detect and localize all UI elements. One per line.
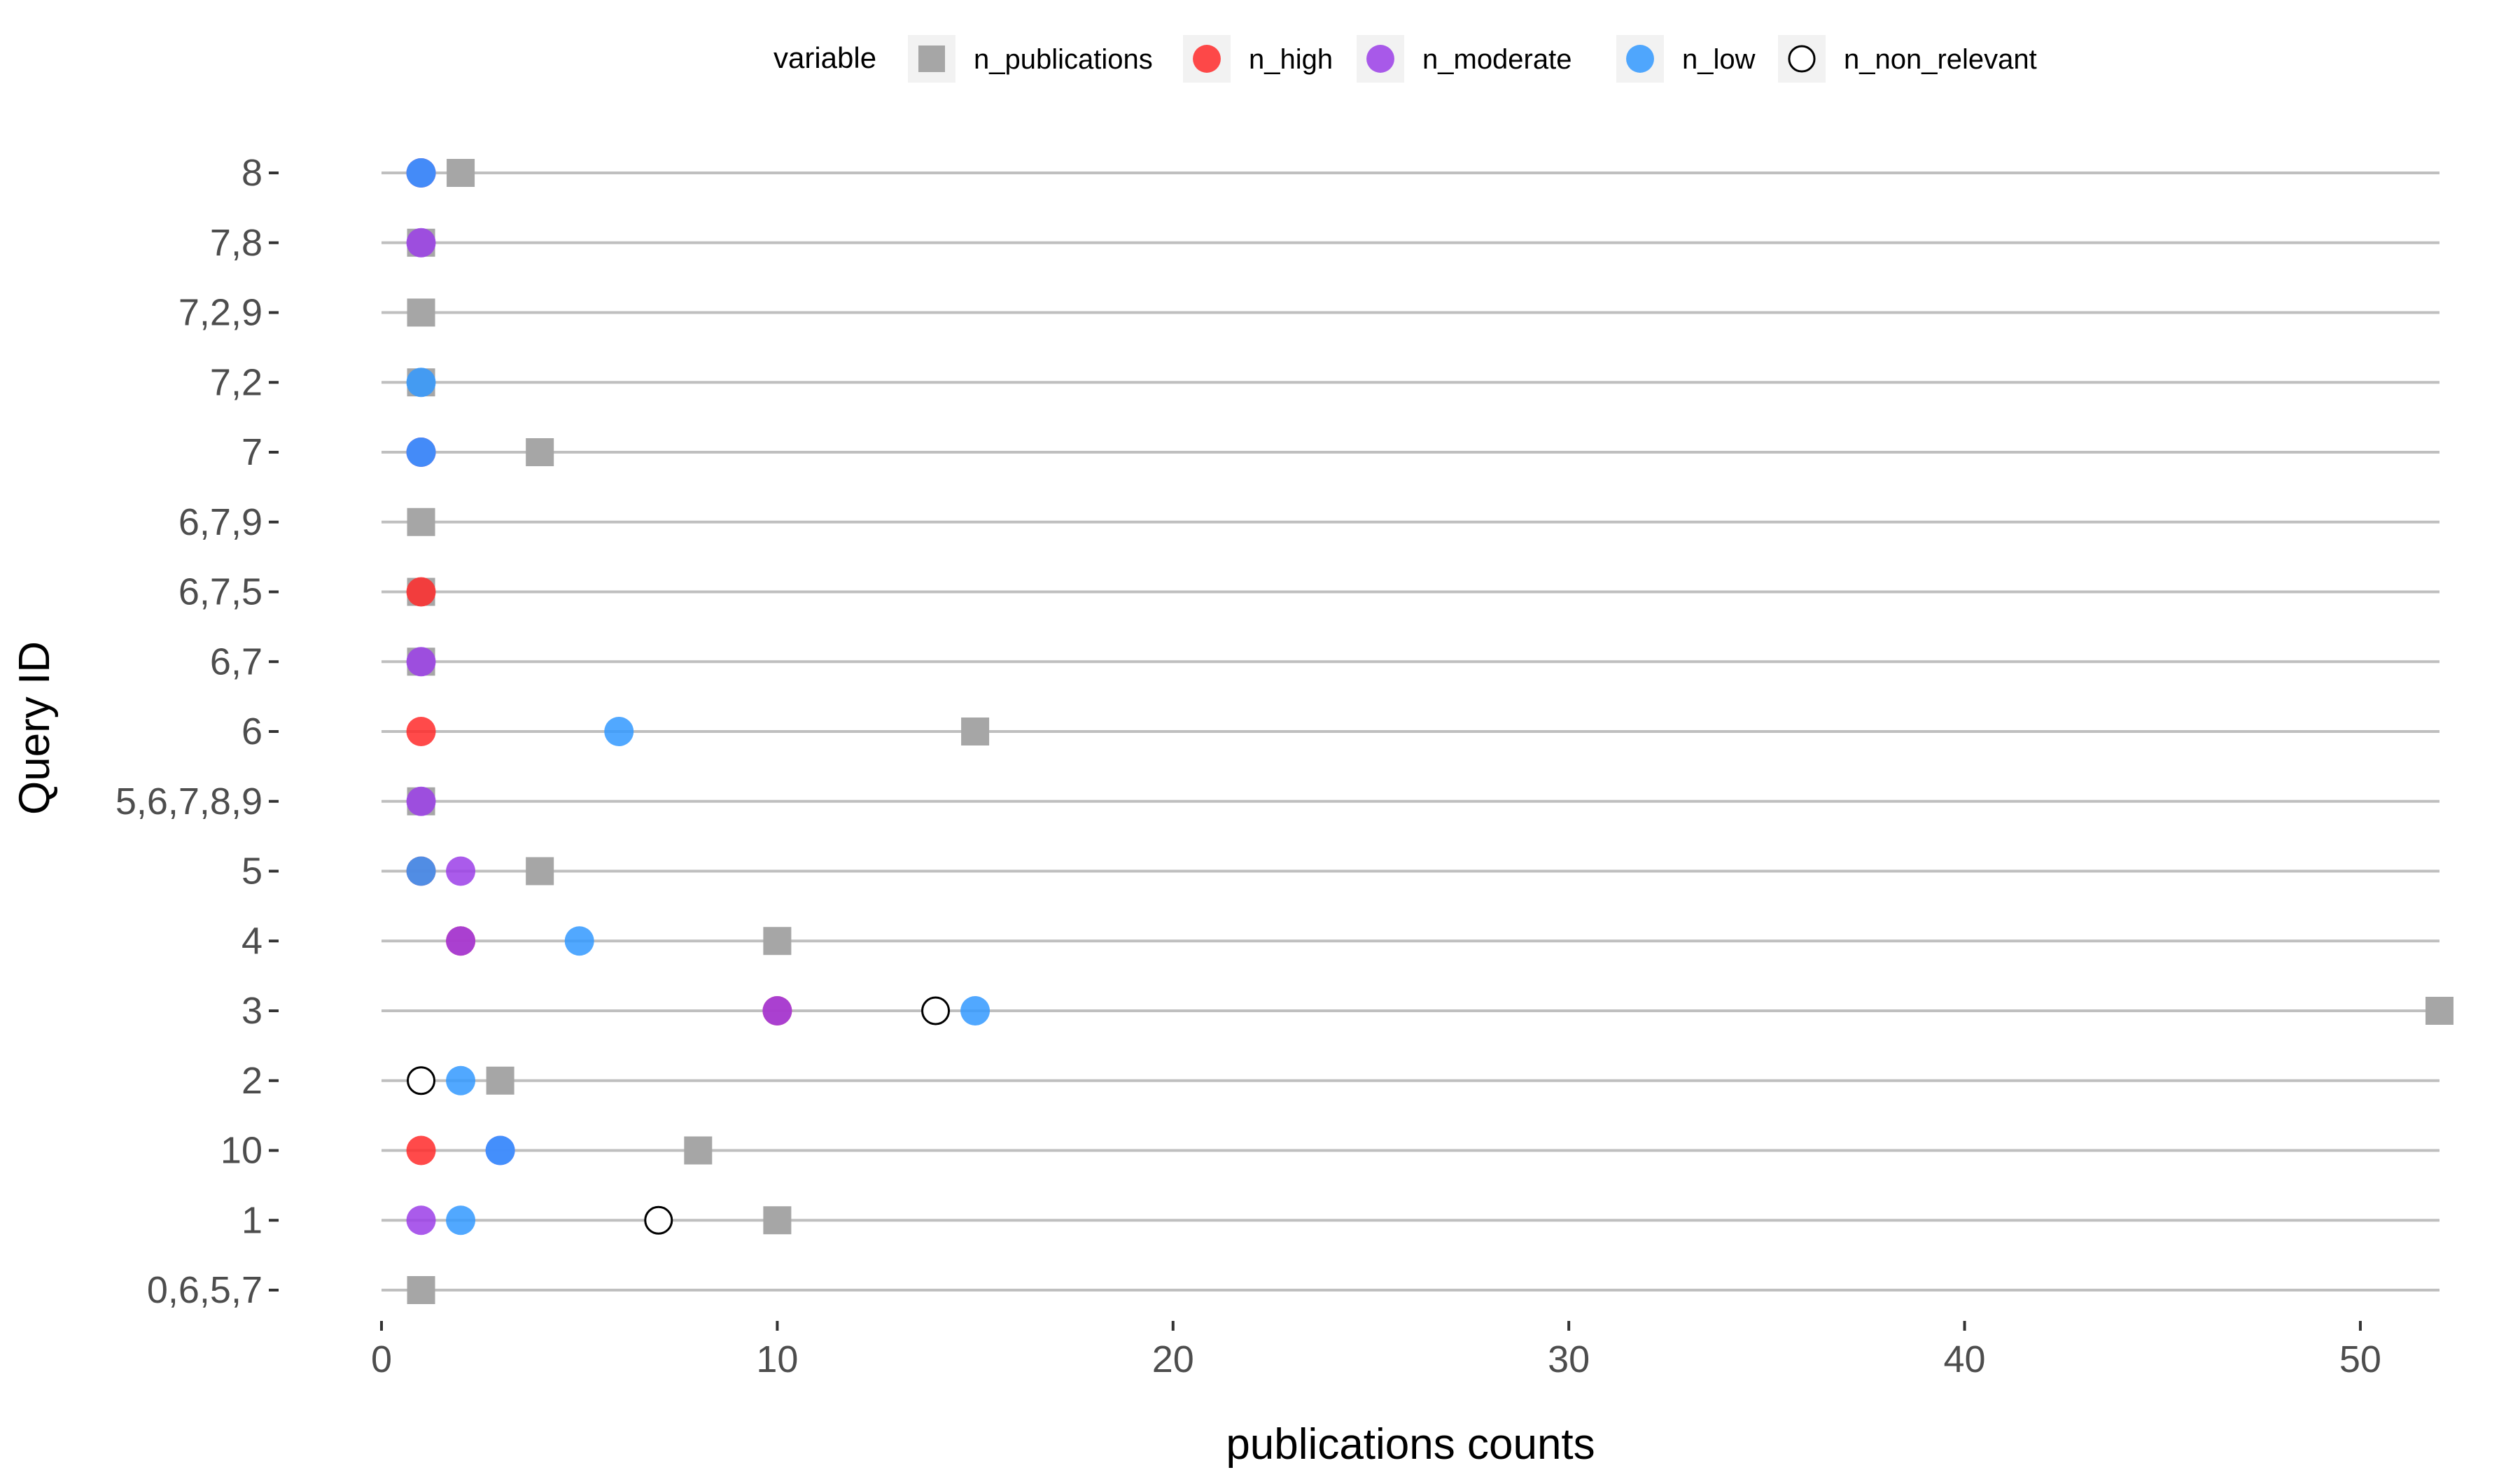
data-point (526, 438, 554, 466)
y-tick-label: 6,7,9 (178, 501, 262, 543)
x-axis-label: publications counts (1226, 1420, 1595, 1469)
data-point (921, 996, 951, 1026)
y-tick-label: 10 (220, 1130, 262, 1172)
data-point (406, 717, 436, 746)
data-point (406, 368, 436, 398)
series-n-low (406, 158, 990, 1236)
x-tick-label: 20 (1152, 1338, 1194, 1380)
data-point (447, 159, 475, 187)
data-point (485, 1135, 515, 1166)
data-point (446, 1065, 476, 1096)
x-tick-label: 50 (2339, 1338, 2381, 1380)
data-point (446, 856, 476, 886)
y-tick-label: 6,7,5 (178, 571, 262, 613)
y-tick-label: 4 (241, 920, 262, 962)
data-point (446, 1205, 476, 1236)
gridlines (382, 172, 2440, 1292)
data-point (406, 227, 436, 258)
legend-marker (918, 46, 945, 72)
data-points (406, 158, 2454, 1304)
data-point (406, 1205, 436, 1236)
data-point (762, 996, 792, 1026)
data-point (2426, 997, 2454, 1025)
x-tick-label: 10 (756, 1338, 798, 1380)
legend: variable n_publications n_high n_moderate n… (774, 35, 2037, 83)
y-tick-label: 7,8 (210, 222, 262, 264)
y-tick-label: 6,7 (210, 640, 262, 682)
data-point (406, 577, 436, 607)
legend-marker (1626, 45, 1654, 73)
data-point (684, 1136, 713, 1165)
data-point (406, 647, 436, 677)
legend-label: n_low (1682, 44, 1756, 75)
data-point (564, 926, 594, 956)
x-tick-label: 30 (1548, 1338, 1590, 1380)
data-point (407, 298, 435, 327)
data-point (407, 1276, 435, 1304)
data-point (406, 856, 436, 886)
legend-marker (1193, 45, 1221, 73)
legend-label: n_publications (974, 44, 1153, 75)
x-tick-label: 40 (1943, 1338, 1985, 1380)
data-point (406, 438, 436, 467)
data-point (486, 1066, 514, 1095)
data-point (763, 1206, 792, 1235)
y-tick-label: 0,6,5,7 (147, 1269, 262, 1311)
y-tick-label: 7,2,9 (178, 292, 262, 334)
y-tick-label: 2 (241, 1060, 262, 1102)
data-point (960, 996, 990, 1026)
y-axis-label: Query ID (10, 641, 59, 815)
data-point (407, 1066, 436, 1096)
y-tick-label: 3 (241, 990, 262, 1032)
x-tick-label: 0 (371, 1338, 392, 1380)
y-tick-label: 7 (241, 431, 262, 473)
data-point (763, 927, 792, 955)
y-axis: 0,6,5,7 1 10 2 3 4 5 5,6,7,8,9 6 6,7 6,7,5 6,7,9 7 7,… (115, 152, 279, 1311)
legend-label: n_non_relevant (1844, 44, 2037, 75)
y-tick-label: 8 (241, 152, 262, 194)
data-point (526, 857, 554, 886)
data-point (961, 718, 990, 746)
y-tick-label: 1 (241, 1199, 262, 1241)
legend-label: n_high (1249, 44, 1333, 75)
data-point (406, 1135, 436, 1166)
data-point (406, 786, 436, 816)
y-tick-label: 6 (241, 710, 262, 752)
y-tick-label: 5,6,7,8,9 (115, 780, 262, 822)
series-n-non-relevant (407, 996, 951, 1235)
legend-marker (1366, 45, 1394, 73)
x-axis: 0 10 20 30 40 50 (371, 1321, 2381, 1380)
y-tick-label: 5 (241, 850, 262, 892)
data-point (407, 507, 435, 536)
y-tick-label: 7,2 (210, 361, 262, 403)
data-point (406, 158, 436, 188)
legend-label: n_moderate (1422, 44, 1572, 75)
data-point (446, 926, 476, 956)
data-point (644, 1205, 673, 1235)
legend-title: variable (774, 41, 876, 74)
legend-marker (1788, 45, 1816, 73)
data-point (604, 717, 634, 746)
